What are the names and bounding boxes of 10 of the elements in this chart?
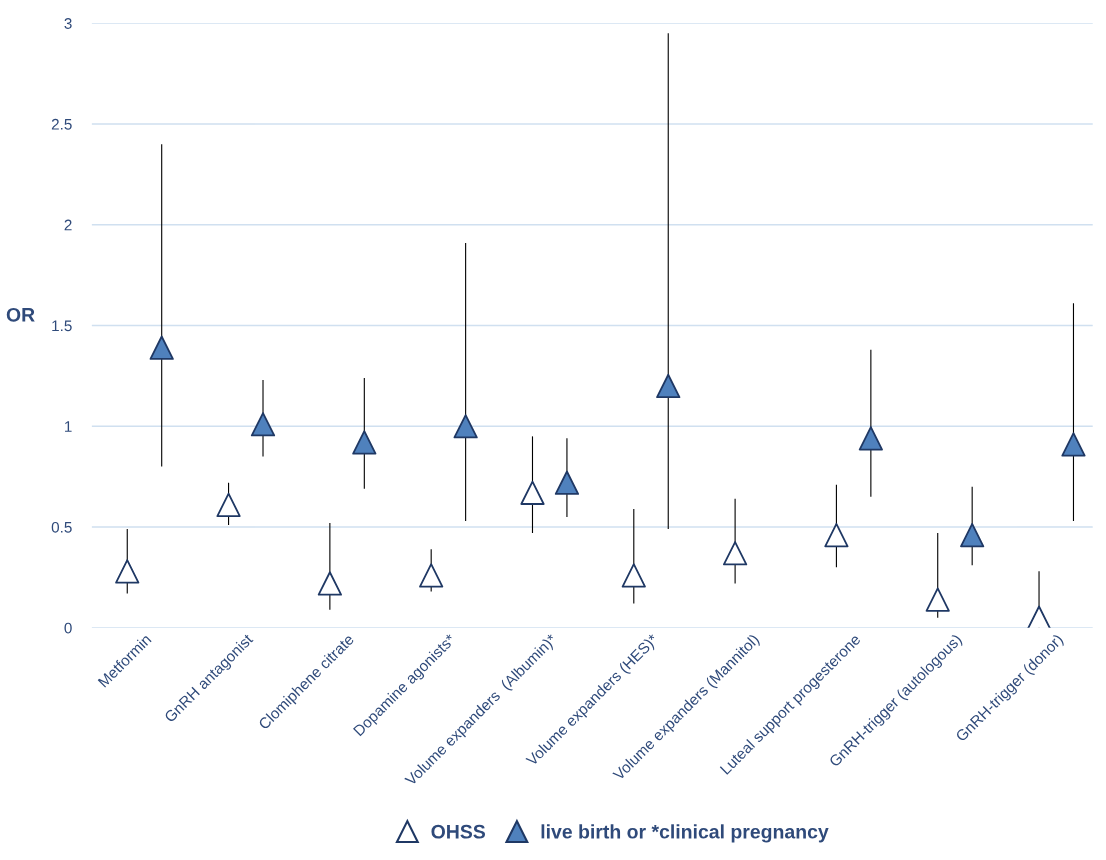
y-tick-label: 3 — [64, 18, 72, 29]
y-axis-title: OR — [6, 307, 35, 322]
y-tick-label: 0 — [64, 622, 72, 634]
y-tick-label: 0.5 — [51, 521, 72, 533]
legend-label: live birth or *clinical pregnancy — [541, 824, 829, 843]
y-tick-label: 1 — [65, 421, 72, 432]
legend-label: OHSS — [431, 824, 486, 839]
y-tick-label: 2.5 — [51, 118, 72, 130]
y-tick-label: 2 — [64, 219, 72, 231]
y-tick-label: 1.5 — [52, 320, 72, 332]
